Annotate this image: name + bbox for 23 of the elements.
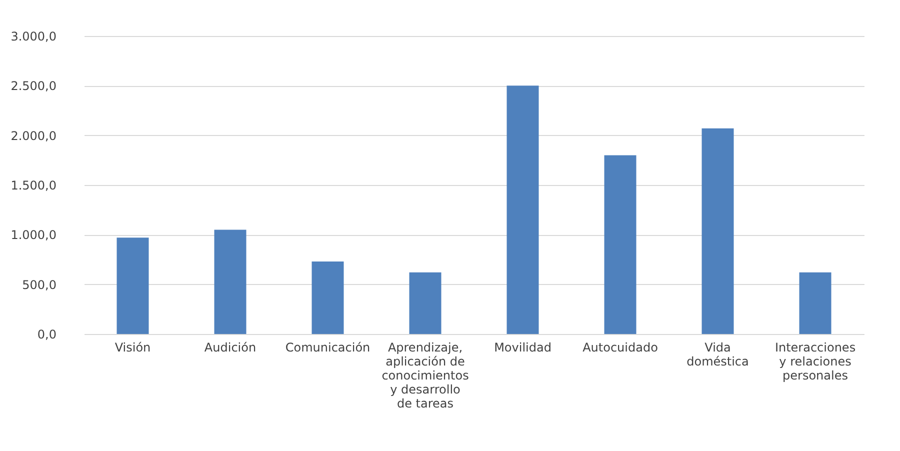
bar: [799, 272, 832, 334]
bar: [506, 86, 539, 334]
bar: [604, 155, 636, 334]
x-tick-label: Movilidad: [494, 340, 552, 354]
x-tick-label: Vida doméstica: [686, 340, 749, 368]
bar: [409, 272, 442, 334]
bar: [214, 230, 246, 334]
y-tick-label: 500,0: [22, 278, 56, 292]
y-tick-label: 3.000,0: [10, 30, 56, 44]
x-tick-label: Autocuidado: [582, 340, 658, 354]
bar: [116, 238, 149, 334]
y-tick-label: 1.000,0: [10, 228, 56, 242]
x-tick-label: Aprendizaje, aplicación de conocimientos y desarrollo de tareas: [382, 340, 469, 410]
bar: [702, 128, 734, 334]
x-tick-label: Comunicación: [285, 340, 370, 354]
y-tick-label: 2.500,0: [10, 79, 56, 94]
x-tick-label: Audición: [204, 340, 256, 354]
y-tick-label: 0,0: [37, 328, 56, 342]
x-tick-label: Visión: [114, 340, 151, 354]
y-tick-label: 1.500,0: [10, 178, 56, 192]
y-tick-label: 2.000,0: [10, 128, 56, 143]
x-tick-label: Interacciones y relaciones personales: [774, 340, 856, 382]
bar: [312, 261, 344, 334]
